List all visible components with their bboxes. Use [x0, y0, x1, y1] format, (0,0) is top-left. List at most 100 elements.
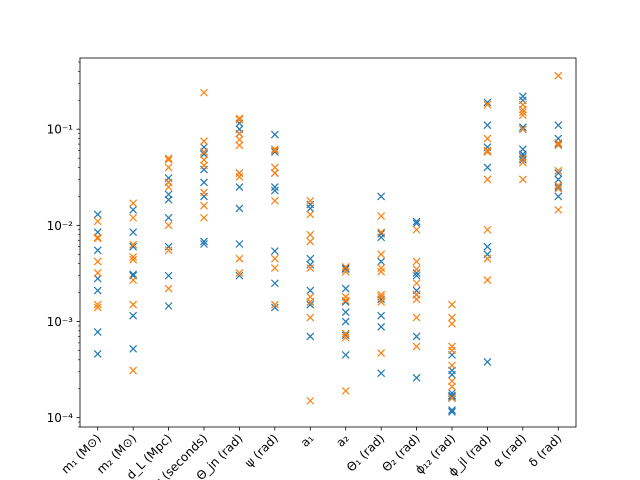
data-point-series-2: [129, 255, 138, 264]
data-point-series-2: [483, 225, 492, 234]
data-point-series-1: [235, 183, 244, 192]
data-point-series-1: [129, 311, 138, 320]
data-point-series-1: [448, 392, 456, 401]
data-point-series-1: [341, 265, 350, 274]
data-point-series-1: [270, 130, 279, 139]
data-point-series-2: [306, 237, 315, 246]
data-point-series-2: [235, 129, 244, 138]
data-point-series-1: [270, 183, 279, 192]
data-point-series-1: [518, 152, 527, 161]
data-point-series-1: [93, 246, 102, 255]
plot-frame: [79, 57, 577, 428]
data-point-series-2: [93, 233, 102, 242]
data-point-series-1: [93, 286, 102, 295]
data-point-series-1: [93, 210, 102, 219]
data-point-series-2: [270, 146, 279, 155]
data-point-series-2: [554, 141, 563, 150]
data-point-series-1: [129, 242, 138, 251]
data-point-series-1: [448, 391, 456, 400]
data-point-series-1: [270, 279, 279, 288]
data-point-series-2: [448, 382, 456, 391]
data-point-series-2: [93, 217, 102, 226]
data-point-series-2: [306, 210, 315, 219]
data-point-series-1: [93, 350, 102, 358]
data-point-series-1: [164, 213, 173, 222]
data-point-series-1: [554, 192, 563, 201]
data-point-series-2: [483, 148, 492, 156]
data-point-series-1: [306, 286, 315, 295]
data-point-series-1: [164, 302, 173, 310]
data-point-series-2: [554, 205, 563, 214]
data-point-series-2: [518, 125, 527, 134]
data-point-series-1: [448, 407, 456, 416]
data-point-series-1: [341, 308, 350, 317]
data-point-series-2: [164, 154, 173, 163]
data-point-series-2: [448, 313, 456, 322]
data-point-series-2: [341, 296, 350, 305]
data-point-series-2: [200, 201, 208, 210]
data-point-series-2: [164, 163, 173, 172]
data-point-series-2: [129, 300, 138, 309]
data-point-series-1: [341, 284, 350, 293]
data-point-series-2: [518, 108, 527, 117]
data-point-series-2: [200, 137, 208, 146]
data-point-series-2: [341, 267, 350, 276]
data-point-series-2: [235, 141, 244, 150]
y-tick-label: 10⁻⁴: [47, 411, 74, 425]
data-point-series-1: [412, 271, 421, 280]
data-point-series-1: [483, 163, 492, 172]
data-point-series-2: [235, 254, 244, 263]
data-point-series-2: [164, 221, 173, 230]
data-point-series-2: [200, 188, 208, 197]
data-point-series-2: [235, 114, 244, 123]
data-point-series-2: [518, 175, 527, 184]
data-point-series-1: [164, 195, 173, 204]
data-point-series-2: [377, 228, 386, 237]
data-point-series-2: [377, 212, 386, 220]
data-point-series-1: [377, 369, 386, 378]
data-point-series-2: [164, 183, 173, 192]
data-point-series-2: [483, 100, 492, 109]
data-point-series-2: [341, 386, 350, 395]
data-point-series-2: [164, 246, 173, 255]
data-point-series-1: [412, 219, 421, 228]
data-point-series-1: [164, 271, 173, 280]
data-point-series-2: [93, 303, 102, 312]
data-point-series-2: [412, 257, 421, 266]
data-point-series-2: [235, 169, 244, 177]
data-point-series-2: [554, 166, 563, 175]
x-axis: m₁ (M⊙)m₂ (M⊙)d_L (Mpc)t_c (seconds)Θ_jn…: [59, 427, 564, 480]
data-point-series-2: [200, 161, 208, 170]
data-point-series-2: [200, 155, 208, 164]
data-point-series-2: [93, 269, 102, 277]
data-point-series-1: [306, 254, 315, 263]
data-point-series-1: [554, 183, 563, 192]
data-point-series-2: [554, 71, 563, 80]
data-point-series-2: [341, 333, 350, 342]
data-point-series-2: [448, 394, 456, 402]
data-point-series-1: [93, 274, 102, 283]
data-point-series-1: [306, 204, 315, 213]
data-point-series-2: [270, 254, 279, 263]
data-points: [93, 71, 563, 416]
data-point-series-1: [306, 300, 315, 309]
data-point-series-1: [483, 358, 492, 366]
data-point-series-1: [200, 150, 208, 159]
data-point-series-1: [554, 140, 563, 149]
data-point-series-1: [377, 257, 386, 266]
data-point-series-1: [235, 240, 244, 248]
data-point-series-1: [554, 121, 563, 130]
data-point-series-2: [270, 196, 279, 205]
x-tick-label: Θ₁ (rad): [344, 431, 387, 474]
x-tick-label: a₁: [298, 431, 317, 450]
plot-area: [80, 58, 576, 427]
data-point-series-1: [306, 260, 315, 269]
data-point-series-2: [377, 250, 386, 259]
data-point-series-1: [164, 242, 173, 251]
data-point-series-2: [306, 230, 315, 239]
y-axis: 10⁻⁴ 10⁻³ 10⁻² 10⁻¹: [47, 61, 80, 428]
data-point-series-1: [129, 205, 138, 214]
data-point-series-1: [200, 240, 208, 248]
data-point-series-1: [377, 192, 386, 201]
data-point-series-2: [270, 169, 279, 177]
